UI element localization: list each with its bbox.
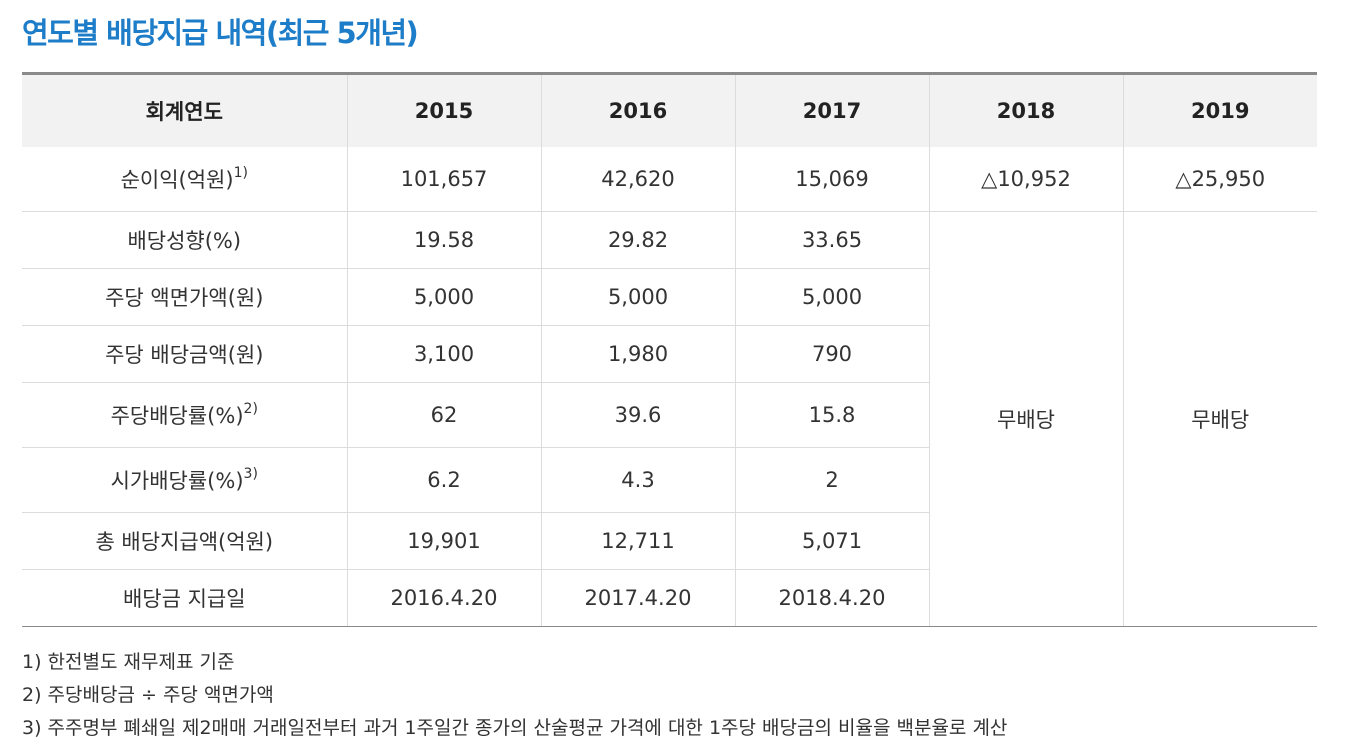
row-label: 주당배당률(%)2)	[22, 381, 347, 447]
header-year-2015: 2015	[346, 73, 541, 147]
header-fiscal-year: 회계연도	[22, 73, 347, 147]
footnote-3: 3) 주주명부 폐쇄일 제2매매 거래일전부터 과거 1주일간 종가의 산술평균…	[22, 717, 1008, 739]
table-cell: 62	[346, 381, 541, 447]
table-row-payout-ratio: 배당성향(%) 19.58 29.82 33.65 무배당 무배당	[22, 210, 1317, 627]
no-dividend-cell-2018: 무배당	[928, 210, 1123, 627]
table-cell: 29.82	[540, 210, 735, 268]
table-row-par-value: 주당 액면가액(원) 5,000 5,000 5,000	[22, 267, 1317, 325]
table-cell: 1,980	[540, 324, 735, 382]
table-cell: 2018.4.20	[734, 568, 929, 627]
table-cell: 5,071	[734, 511, 929, 569]
table-cell: 19,901	[346, 511, 541, 569]
table-cell: 15.8	[734, 381, 929, 447]
no-dividend-cell-2019: 무배당	[1122, 210, 1317, 627]
row-label: 주당 액면가액(원)	[22, 267, 347, 325]
table-cell: 4.3	[540, 446, 735, 512]
table-cell: 5,000	[540, 267, 735, 325]
table-cell: 15,069	[734, 147, 929, 211]
footnote-marker: 1)	[233, 164, 248, 181]
table-cell: △10,952	[928, 147, 1123, 211]
table-cell: 790	[734, 324, 929, 382]
header-year-2017: 2017	[734, 73, 929, 147]
table-cell: 5,000	[346, 267, 541, 325]
table-cell: △25,950	[1122, 147, 1317, 211]
row-label: 총 배당지급액(억원)	[22, 511, 347, 569]
table-cell: 2016.4.20	[346, 568, 541, 627]
footnote-marker: 2)	[243, 400, 258, 417]
table-row-payment-date: 배당금 지급일 2016.4.20 2017.4.20 2018.4.20	[22, 568, 1317, 627]
table-cell: 2	[734, 446, 929, 512]
table-cell: 3,100	[346, 324, 541, 382]
table-cell: 42,620	[540, 147, 735, 211]
row-label-text: 순이익(억원)	[120, 167, 234, 192]
row-label: 시가배당률(%)3)	[22, 446, 347, 512]
table-cell: 6.2	[346, 446, 541, 512]
table-cell: 12,711	[540, 511, 735, 569]
page-title: 연도별 배당지급 내역(최근 5개년)	[22, 16, 419, 50]
row-label-text: 주당배당률(%)	[110, 403, 244, 428]
table-cell: 5,000	[734, 267, 929, 325]
row-label-text: 시가배당률(%)	[110, 468, 244, 493]
table-cell: 2017.4.20	[540, 568, 735, 627]
header-year-2019: 2019	[1122, 73, 1317, 147]
dividend-table: 회계연도 2015 2016 2017 2018 2019 순이익(억원)1) …	[22, 72, 1317, 627]
footnote-2: 2) 주당배당금 ÷ 주당 액면가액	[22, 684, 274, 706]
row-label: 주당 배당금액(원)	[22, 324, 347, 382]
table-cell: 19.58	[346, 210, 541, 268]
table-row-net-income: 순이익(억원)1) 101,657 42,620 15,069 △10,952 …	[22, 147, 1317, 211]
row-label: 배당금 지급일	[22, 568, 347, 627]
table-row-market-dividend-yield: 시가배당률(%)3) 6.2 4.3 2	[22, 446, 1317, 512]
table-row-dividend-rate: 주당배당률(%)2) 62 39.6 15.8	[22, 381, 1317, 447]
footnote-1: 1) 한전별도 재무제표 기준	[22, 651, 235, 673]
table-row-total-dividend: 총 배당지급액(억원) 19,901 12,711 5,071	[22, 511, 1317, 569]
header-year-2016: 2016	[540, 73, 735, 147]
footnotes: 1) 한전별도 재무제표 기준 2) 주당배당금 ÷ 주당 액면가액 3) 주주…	[22, 648, 1007, 747]
table-cell: 101,657	[346, 147, 541, 211]
table-cell: 39.6	[540, 381, 735, 447]
header-year-2018: 2018	[928, 73, 1123, 147]
table-header-row: 회계연도 2015 2016 2017 2018 2019	[22, 73, 1317, 147]
table-cell: 33.65	[734, 210, 929, 268]
footnote-marker: 3)	[243, 465, 258, 482]
row-label: 배당성향(%)	[22, 210, 347, 268]
row-label: 순이익(억원)1)	[22, 147, 347, 211]
table-row-dividend-per-share: 주당 배당금액(원) 3,100 1,980 790	[22, 324, 1317, 382]
